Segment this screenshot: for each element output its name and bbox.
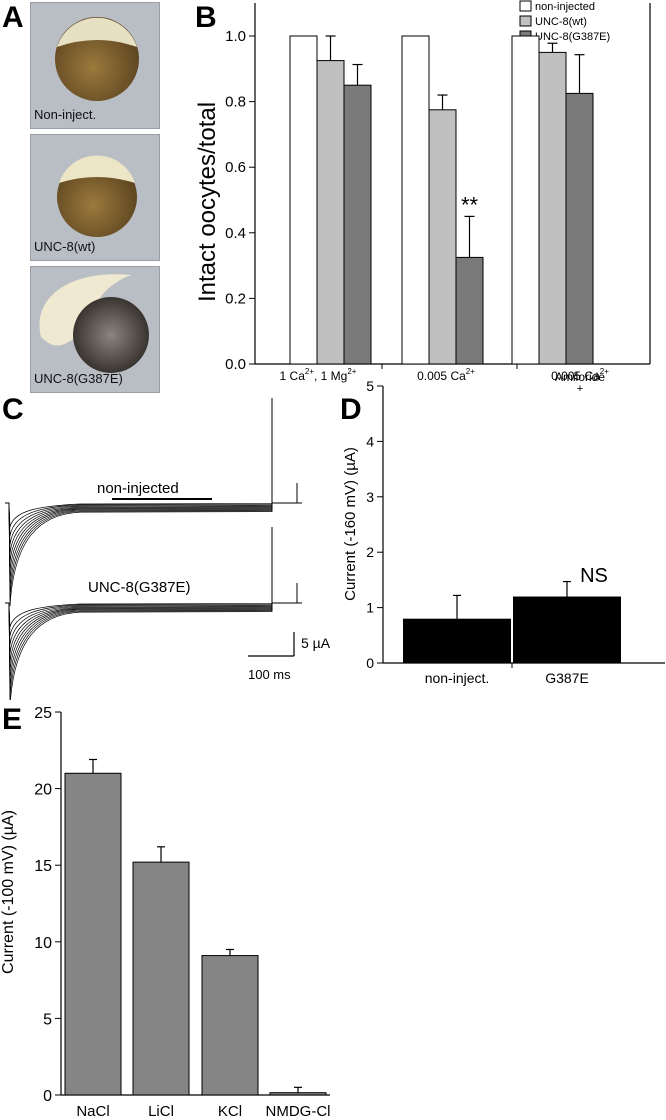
x-tick-label-line2: Amiloride <box>555 370 605 384</box>
legend-swatch <box>519 0 532 12</box>
bar <box>455 256 484 365</box>
x-tick-label: 1 Ca2+, 1 Mg2+ <box>280 367 357 383</box>
y-tick-label: 0.6 <box>225 159 246 176</box>
legend-swatch <box>519 15 532 27</box>
x-tick-label: 0.005 Ca2+ <box>551 367 609 383</box>
panel-label-e: E <box>2 703 23 736</box>
bar <box>316 60 345 365</box>
x-tick-label: 0.005 Ca2+ <box>417 367 475 383</box>
y-axis-label: Current (-100 mV) (µA) <box>0 810 17 974</box>
y-tick-label: 2 <box>366 544 374 560</box>
current-trace <box>5 502 273 607</box>
trace-group <box>5 398 302 700</box>
y-tick-label: 3 <box>366 489 374 505</box>
panel-label-d: D <box>340 393 362 426</box>
y-tick-label: 0.4 <box>225 225 246 242</box>
y-tick-label: 25 <box>34 705 52 722</box>
legend-label: UNC-8(wt) <box>535 16 587 28</box>
y-tick-label: 5 <box>43 1011 52 1028</box>
oocyte-photo-non-injected: Non-inject. <box>30 2 160 129</box>
y-tick-label: 0.0 <box>225 356 246 373</box>
bar <box>538 51 567 365</box>
y-tick-label: 1 <box>366 600 374 616</box>
bar <box>403 618 511 663</box>
y-tick-label: 0 <box>366 655 374 671</box>
significance-annotation: ** <box>461 192 479 217</box>
y-tick-label: 0.2 <box>225 290 246 307</box>
d-annotation-ns: NS <box>580 565 608 587</box>
y-axis-label: Current (-160 mV) (µA) <box>342 447 359 601</box>
x-tick-label-plus: + <box>577 383 583 395</box>
y-tick-label: 4 <box>366 433 374 449</box>
oocyte-caption: Non-inject. <box>34 107 97 122</box>
bar <box>64 772 122 1096</box>
oocyte-image <box>55 17 139 101</box>
current-trace <box>5 602 273 700</box>
y-tick-label: 0 <box>43 1088 52 1105</box>
y-tick-label: 1.0 <box>225 28 246 45</box>
x-tick-label: KCl <box>218 1103 242 1120</box>
trace-label-g387e: UNC-8(G387E) <box>88 579 191 596</box>
trace-label-non-injected: non-injected <box>97 480 179 497</box>
y-tick-label: 10 <box>34 935 52 952</box>
bar <box>428 109 457 365</box>
bar <box>511 35 540 365</box>
panel-label-a: A <box>2 1 24 34</box>
panel-label-c: C <box>2 393 24 426</box>
x-tick-label: non-inject. <box>425 670 490 686</box>
x-tick-label: LiCl <box>148 1103 174 1120</box>
y-tick-label: 20 <box>34 782 52 799</box>
panel-label-b: B <box>195 1 217 34</box>
bar <box>201 955 259 1096</box>
y-tick-label: 5 <box>366 378 374 394</box>
bar <box>401 35 430 365</box>
scale-bar-x-label: 100 ms <box>248 667 291 682</box>
y-tick-label: 0.8 <box>225 94 246 111</box>
y-tick-label: 15 <box>34 858 52 875</box>
y-axis-label: Intact oocytes/total <box>194 102 221 302</box>
oocyte-photo-wt: UNC-8(wt) <box>30 134 160 261</box>
scale-bar-y-label: 5 µA <box>301 635 331 651</box>
bar <box>289 35 318 365</box>
oocyte-caption: UNC-8(G387E) <box>34 371 123 386</box>
x-tick-label: G387E <box>545 670 589 686</box>
x-tick-label: NaCl <box>76 1103 109 1120</box>
bar <box>132 861 190 1096</box>
x-tick-label: NMDG-Cl <box>266 1103 331 1120</box>
bar <box>513 596 621 663</box>
chart-b: Intact oocytes/total non-injected UNC-8(… <box>194 0 651 395</box>
oocyte-caption: UNC-8(wt) <box>34 239 96 254</box>
oocyte-photo-g387e: UNC-8(G387E) <box>30 266 160 393</box>
oocyte-image <box>39 274 149 373</box>
legend-label: UNC-8(G387E) <box>535 31 610 43</box>
bar <box>565 92 594 365</box>
legend-label: non-injected <box>535 1 595 13</box>
oocyte-image <box>57 155 137 237</box>
bar <box>269 1092 327 1096</box>
chart-d: Current (-160 mV) (µA) NS 0 1 2 3 4 5 non-inje… <box>342 378 665 686</box>
chart-c: non-injected UNC-8(G387E) 5 µA 100 ms <box>5 398 331 700</box>
